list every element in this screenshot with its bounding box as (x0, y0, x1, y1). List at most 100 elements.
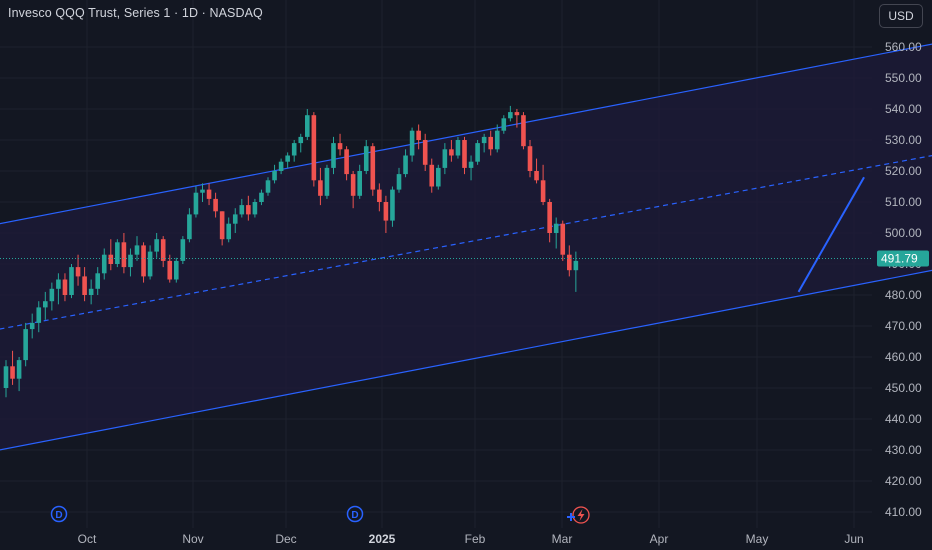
candle-body (521, 115, 526, 147)
candle-body (481, 136, 487, 144)
dividend-marker-circle (50, 505, 68, 523)
price-axis[interactable]: 410.00 420.00 430.00 440.00 450.00 460.00 470.… (885, 40, 922, 519)
candle (311, 112, 317, 187)
channel-middle-line[interactable] (0, 152, 932, 330)
price-axis-label: 540.00 (885, 102, 922, 116)
candle (193, 186, 199, 218)
candle (324, 164, 330, 199)
candle (62, 273, 68, 302)
candle-body (108, 254, 114, 264)
candle-body (141, 245, 146, 277)
candle (337, 133, 343, 156)
candle-body (514, 112, 520, 116)
candle (141, 242, 146, 283)
candle-body (324, 167, 330, 196)
candle-body (337, 143, 343, 150)
candle (75, 254, 81, 286)
candle-body (16, 360, 22, 379)
candle (396, 167, 402, 193)
candle (82, 267, 87, 302)
candle (540, 164, 546, 206)
candle-body (488, 136, 493, 150)
dividend-marker-label: D (351, 510, 358, 521)
candle (462, 136, 467, 175)
candle (88, 279, 94, 305)
candle-body (206, 189, 212, 199)
candle-body (383, 202, 389, 221)
candle (442, 143, 448, 175)
candle-body (3, 366, 9, 388)
candle (115, 239, 120, 268)
candle-body (553, 223, 559, 233)
candle (128, 248, 133, 277)
candle (416, 124, 421, 150)
candle-body (121, 242, 127, 268)
candle (318, 167, 323, 206)
time-axis-label: Mar (552, 532, 573, 546)
candle (121, 233, 127, 274)
candle-body (462, 140, 467, 168)
projection-line[interactable] (797, 176, 865, 293)
candle-body (534, 171, 539, 181)
candle (134, 236, 140, 261)
price-axis-label: 440.00 (885, 412, 922, 426)
currency-button[interactable]: USD (879, 4, 923, 28)
price-axis-label: 510.00 (885, 195, 922, 209)
candle-body (128, 254, 133, 268)
candle (291, 140, 297, 162)
candle (508, 105, 513, 122)
candle-body (265, 180, 271, 193)
candles (3, 105, 579, 398)
channel-lower-line[interactable] (0, 267, 932, 451)
lightning-icon (572, 506, 590, 524)
candle-body (560, 223, 566, 255)
candle (49, 282, 55, 311)
candle (252, 198, 258, 218)
candle (514, 109, 520, 128)
price-axis-label: 420.00 (885, 474, 922, 488)
candle-body (193, 192, 199, 215)
candle (219, 211, 225, 246)
candle-body (69, 267, 74, 295)
candle-body (357, 171, 362, 196)
candle-body (377, 189, 382, 202)
candle-body (10, 366, 15, 379)
time-axis-label: Oct (78, 532, 97, 546)
candle-body (246, 205, 251, 215)
candle (409, 127, 415, 162)
candle (154, 233, 159, 258)
dividend-marker: D (50, 505, 68, 523)
candle-body (115, 242, 120, 264)
candle (213, 192, 218, 218)
dividend-marker: D (346, 505, 364, 523)
candle-body (494, 130, 500, 150)
candle-body (298, 136, 304, 144)
price-axis-label: 430.00 (885, 443, 922, 457)
price-axis-label: 450.00 (885, 381, 922, 395)
candle-body (278, 161, 284, 171)
candle-body (449, 149, 454, 156)
candle (3, 360, 9, 398)
time-axis-label: Nov (182, 532, 203, 546)
candle-body (62, 279, 68, 295)
candle-body (232, 214, 238, 224)
candle (232, 208, 238, 233)
candle-body (409, 130, 415, 156)
candle (272, 164, 277, 184)
time-axis-label: May (746, 532, 769, 546)
candle (501, 115, 507, 134)
price-axis-label: 560.00 (885, 40, 922, 54)
candle (494, 124, 500, 153)
time-axis[interactable]: Oct Nov Dec 2025 Feb Mar Apr May Jun (78, 532, 864, 546)
candle (363, 140, 369, 175)
candle-body (82, 276, 87, 295)
candle-body (167, 260, 173, 280)
candle-body (160, 239, 166, 261)
candle (108, 239, 114, 271)
candle (298, 133, 304, 153)
channel-upper-line[interactable] (0, 41, 932, 225)
candle-body (429, 164, 435, 187)
candle (259, 189, 264, 206)
candle (23, 322, 28, 367)
